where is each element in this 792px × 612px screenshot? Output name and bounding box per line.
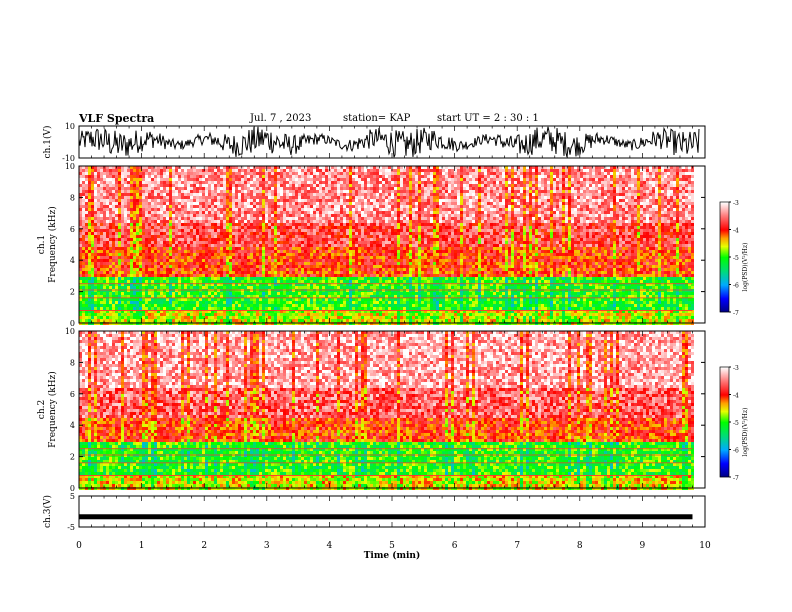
xaxis-tick-label: 4	[327, 541, 333, 551]
spectrogram-ch2-ytick-label: 8	[70, 358, 75, 367]
colorbar-ch2-tick-label: -7	[733, 475, 739, 482]
spectrogram-ch2-ytick-label: 0	[70, 484, 75, 493]
spectrogram-ch1-ylabel-frequency: Frequency (kHz)	[47, 206, 58, 283]
spectrogram-ch1-ytick-label: 4	[70, 256, 75, 265]
colorbar-ch1-label: log(PSD)(V²/Hz)	[742, 243, 749, 292]
ch1-ytick-label: -10	[62, 154, 75, 163]
xaxis-tick-label: 6	[452, 541, 458, 551]
xaxis-tick-label: 7	[514, 541, 520, 551]
xaxis-tick-label: 10	[699, 541, 711, 551]
colorbar-ch1-tick-label: -4	[733, 228, 739, 235]
ch1-ylabel: ch.1(V)	[42, 126, 53, 159]
spectrogram-ch1-ytick-label: 6	[70, 225, 75, 234]
ch3-ylabel: ch.3(V)	[42, 495, 53, 528]
start-time-label: start UT = 2 : 30 : 1	[437, 113, 539, 124]
colorbar-ch2-tick-label: -6	[733, 448, 739, 455]
colorbar-ch1-tick-label: -7	[733, 310, 739, 317]
ch3-ytick-label: 5	[70, 492, 75, 501]
colorbar-ch2-tick-label: -4	[733, 393, 739, 400]
spectrogram-ch2	[79, 331, 729, 490]
spectrogram-ch1-ytick-label: 0	[70, 319, 75, 328]
spectrogram-ch2-ytick-label: 10	[65, 327, 75, 336]
xaxis-tick-label: 0	[76, 541, 82, 551]
xaxis-tick-label: 8	[577, 541, 583, 551]
ch3-ytick-label: -5	[67, 523, 75, 532]
spectrogram-ch2-ylabel-frequency: Frequency (kHz)	[47, 371, 58, 448]
xaxis-tick-label: 5	[389, 541, 395, 551]
date-label: Jul. 7 , 2023	[250, 113, 311, 124]
spectrogram-ch2-ylabel-channel: ch.2	[37, 400, 47, 419]
chart-title: VLF Spectra	[79, 112, 154, 125]
xaxis-tick-label: 1	[139, 541, 145, 551]
colorbar-ch1-tick-label: -6	[733, 283, 739, 290]
spectrogram-ch1-ylabel-channel: ch.1	[37, 235, 47, 254]
colorbar-ch2-tick-label: -3	[733, 365, 739, 372]
spectrogram-ch1-ytick-label: 10	[65, 162, 75, 171]
ch3-waveform-trace	[79, 514, 693, 520]
xaxis-label: Time (min)	[364, 550, 421, 561]
xaxis-tick-label: 2	[201, 541, 207, 551]
spectrogram-ch1-ytick-label: 8	[70, 193, 75, 202]
xaxis-tick-label: 9	[640, 541, 646, 551]
xaxis-tick-label: 3	[264, 541, 270, 551]
spectrogram-ch1	[79, 166, 729, 325]
spectrogram-ch2-ytick-label: 2	[70, 453, 75, 462]
colorbar-ch2-label: log(PSD)(V²/Hz)	[742, 408, 749, 457]
ch1-waveform-line	[78, 126, 700, 158]
colorbar-ch1-tick-label: -5	[733, 255, 739, 262]
ch1-ytick-label: 10	[65, 122, 75, 131]
colorbar-ch2-tick-label: -5	[733, 420, 739, 427]
colorbar-ch1-tick-label: -3	[733, 200, 739, 207]
spectrogram-ch2-ytick-label: 4	[70, 421, 75, 430]
spectrogram-ch2-ytick-label: 6	[70, 390, 75, 399]
spectrogram-ch1-ytick-label: 2	[70, 288, 75, 297]
station-label: station= KAP	[343, 113, 410, 124]
